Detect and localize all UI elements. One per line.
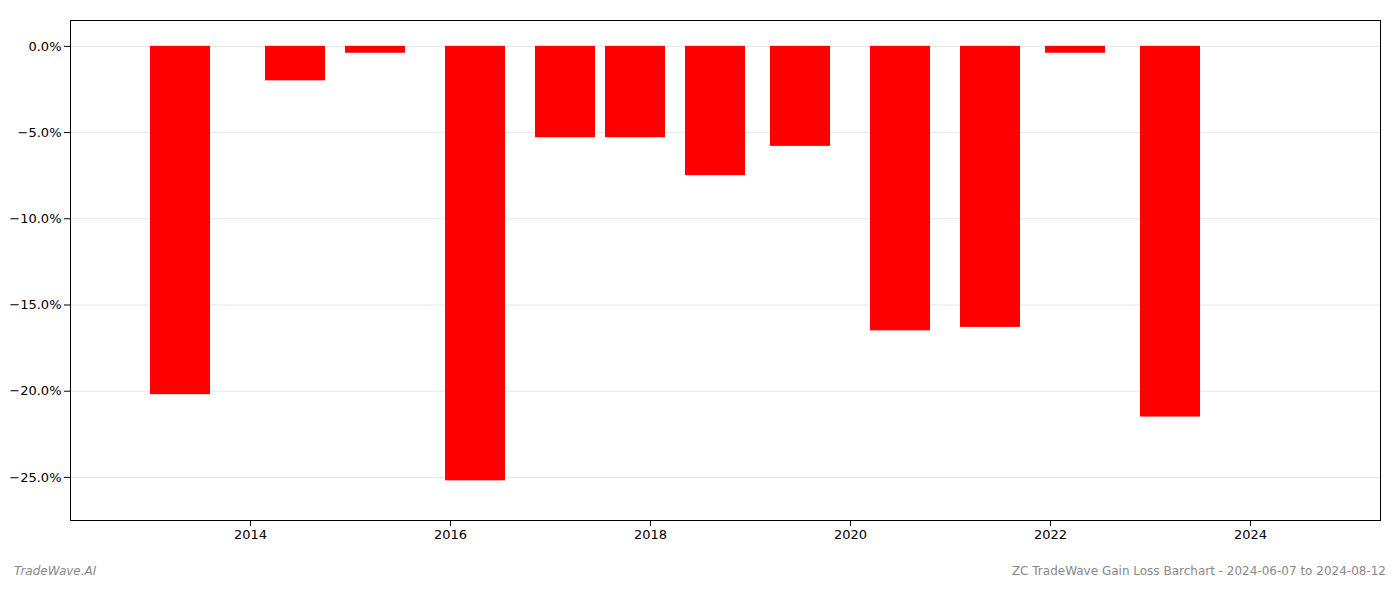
svg-text:−25.0%: −25.0% — [9, 470, 61, 485]
svg-text:−15.0%: −15.0% — [9, 297, 61, 312]
svg-text:2022: 2022 — [1034, 527, 1067, 542]
svg-text:−10.0%: −10.0% — [9, 211, 61, 226]
html-text:TradeWave.AI: TradeWave.AI — [14, 564, 97, 578]
html-text:ZC TradeWave Gain Loss Barchar: ZC TradeWave Gain Loss Barchart - 2024-0… — [1011, 564, 1386, 578]
svg-text:2018: 2018 — [634, 527, 667, 542]
svg-text:0.0%: 0.0% — [28, 39, 61, 54]
svg-text:−20.0%: −20.0% — [9, 383, 61, 398]
svg-text:2016: 2016 — [434, 527, 467, 542]
svg-text:2014: 2014 — [234, 527, 267, 542]
svg-text:−5.0%: −5.0% — [18, 125, 62, 140]
svg-text:2024: 2024 — [1234, 527, 1267, 542]
svg-text:2020: 2020 — [834, 527, 867, 542]
